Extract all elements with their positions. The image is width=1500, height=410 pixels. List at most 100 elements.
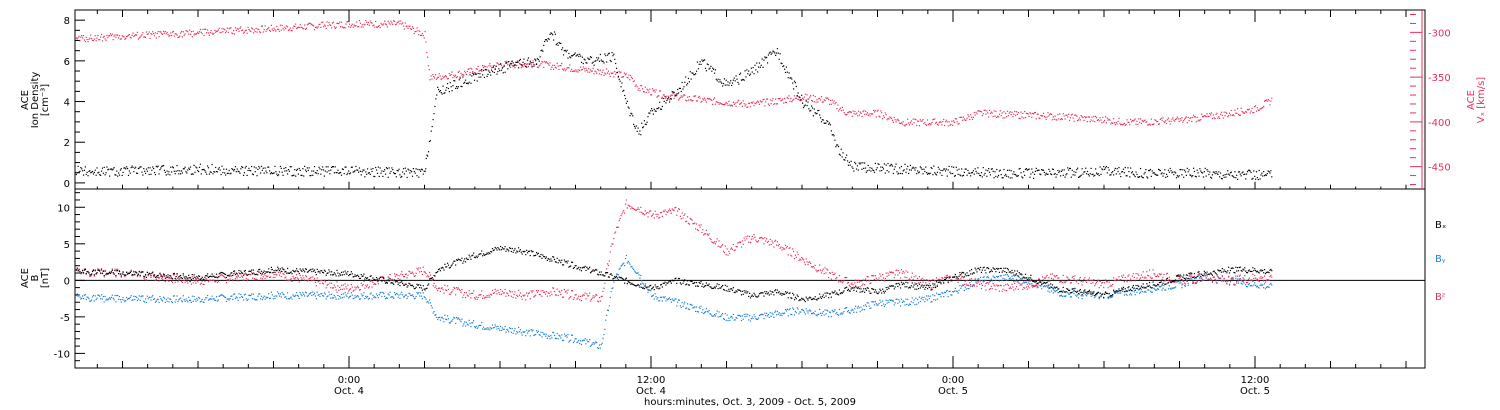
vx-point xyxy=(210,30,212,32)
ion-density-point xyxy=(933,165,935,167)
by-point xyxy=(742,318,744,320)
ion-density-point xyxy=(1075,171,1077,173)
vx-point xyxy=(931,121,933,124)
vx-point xyxy=(506,60,508,62)
by-point xyxy=(949,290,951,292)
by-point xyxy=(1228,283,1231,285)
ion-density-point xyxy=(629,115,631,117)
by-point xyxy=(593,343,595,345)
by-point xyxy=(991,280,993,282)
ion-density-point xyxy=(1043,171,1045,174)
vx-point xyxy=(767,103,770,105)
by-point xyxy=(1065,295,1067,297)
vx-point xyxy=(383,23,385,25)
vx-point xyxy=(524,65,526,67)
vx-point xyxy=(780,100,782,102)
by-point xyxy=(578,339,580,342)
ion-density-point xyxy=(730,84,733,87)
vx-point xyxy=(1228,115,1230,117)
bz-point xyxy=(358,289,361,291)
bz-point xyxy=(191,276,193,278)
by-point xyxy=(371,298,373,300)
bz-point xyxy=(523,295,525,297)
ion-density-point xyxy=(246,174,248,177)
ion-density-point xyxy=(1055,176,1057,178)
ion-density-point xyxy=(409,172,411,174)
vx-point xyxy=(1032,112,1034,115)
vx-point xyxy=(1178,120,1180,123)
bz-point xyxy=(625,199,628,201)
ion-density-point xyxy=(724,84,726,86)
vx-point xyxy=(475,67,477,70)
ion-density-point xyxy=(341,168,344,170)
by-point xyxy=(612,287,614,289)
by-point xyxy=(395,292,397,295)
bz-point xyxy=(668,208,671,210)
vx-point xyxy=(1070,114,1072,116)
ion-density-point xyxy=(799,96,801,99)
bz-point xyxy=(671,208,673,210)
vx-point xyxy=(977,110,979,112)
by-point xyxy=(100,294,103,296)
by-point xyxy=(163,297,166,299)
vx-point xyxy=(643,91,646,93)
bz-point xyxy=(554,294,557,296)
by-point xyxy=(1256,285,1258,287)
vx-point xyxy=(135,34,137,36)
by-point xyxy=(943,296,945,298)
bz-point xyxy=(418,267,420,269)
ion-density-point xyxy=(728,84,730,86)
vx-point xyxy=(745,103,747,105)
bz-point xyxy=(715,241,717,243)
by-point xyxy=(303,293,305,295)
by-point xyxy=(864,309,866,311)
ion-density-point xyxy=(416,175,418,177)
by-point xyxy=(996,275,998,278)
by-point xyxy=(629,263,631,265)
ion-density-point xyxy=(1138,176,1140,179)
by-point xyxy=(1251,285,1253,287)
by-point xyxy=(807,312,809,314)
by-point xyxy=(944,292,947,294)
vx-point xyxy=(896,119,898,121)
vx-point xyxy=(1158,123,1161,125)
vx-point xyxy=(443,77,445,79)
by-point xyxy=(271,294,273,296)
bz-point xyxy=(662,210,664,212)
ion-density-point xyxy=(735,75,737,77)
vx-point xyxy=(285,28,287,30)
by-point xyxy=(149,296,151,299)
by-point xyxy=(766,315,769,317)
by-point xyxy=(400,293,402,295)
bz-point xyxy=(686,220,688,222)
ion-density-point xyxy=(358,167,361,169)
by-point xyxy=(102,295,104,298)
ion-density-point xyxy=(454,80,456,82)
ion-density-point xyxy=(644,123,646,125)
vx-point xyxy=(764,105,766,107)
by-point xyxy=(851,308,853,310)
ion-density-point xyxy=(194,171,196,173)
ion-density-point xyxy=(579,55,582,57)
vx-point xyxy=(766,98,769,100)
ion-density-point xyxy=(1159,169,1161,172)
vx-point xyxy=(215,30,218,32)
by-point xyxy=(1232,278,1234,280)
ion-density-point xyxy=(537,58,539,61)
ion-density-point xyxy=(1015,175,1018,177)
vx-point xyxy=(687,99,690,101)
ion-density-point xyxy=(1095,172,1098,174)
by-point xyxy=(231,295,233,297)
bz-point xyxy=(486,294,488,297)
ion-density-point xyxy=(342,168,344,171)
vx-point xyxy=(1116,123,1118,125)
ion-density-point xyxy=(606,54,609,56)
vx-point xyxy=(659,90,661,92)
vx-point xyxy=(1080,114,1082,117)
by-point xyxy=(830,316,832,318)
ion-density-point xyxy=(473,74,475,76)
bz-point xyxy=(327,283,329,286)
vx-point xyxy=(111,33,113,35)
by-point xyxy=(238,293,240,295)
by-point xyxy=(506,328,508,331)
